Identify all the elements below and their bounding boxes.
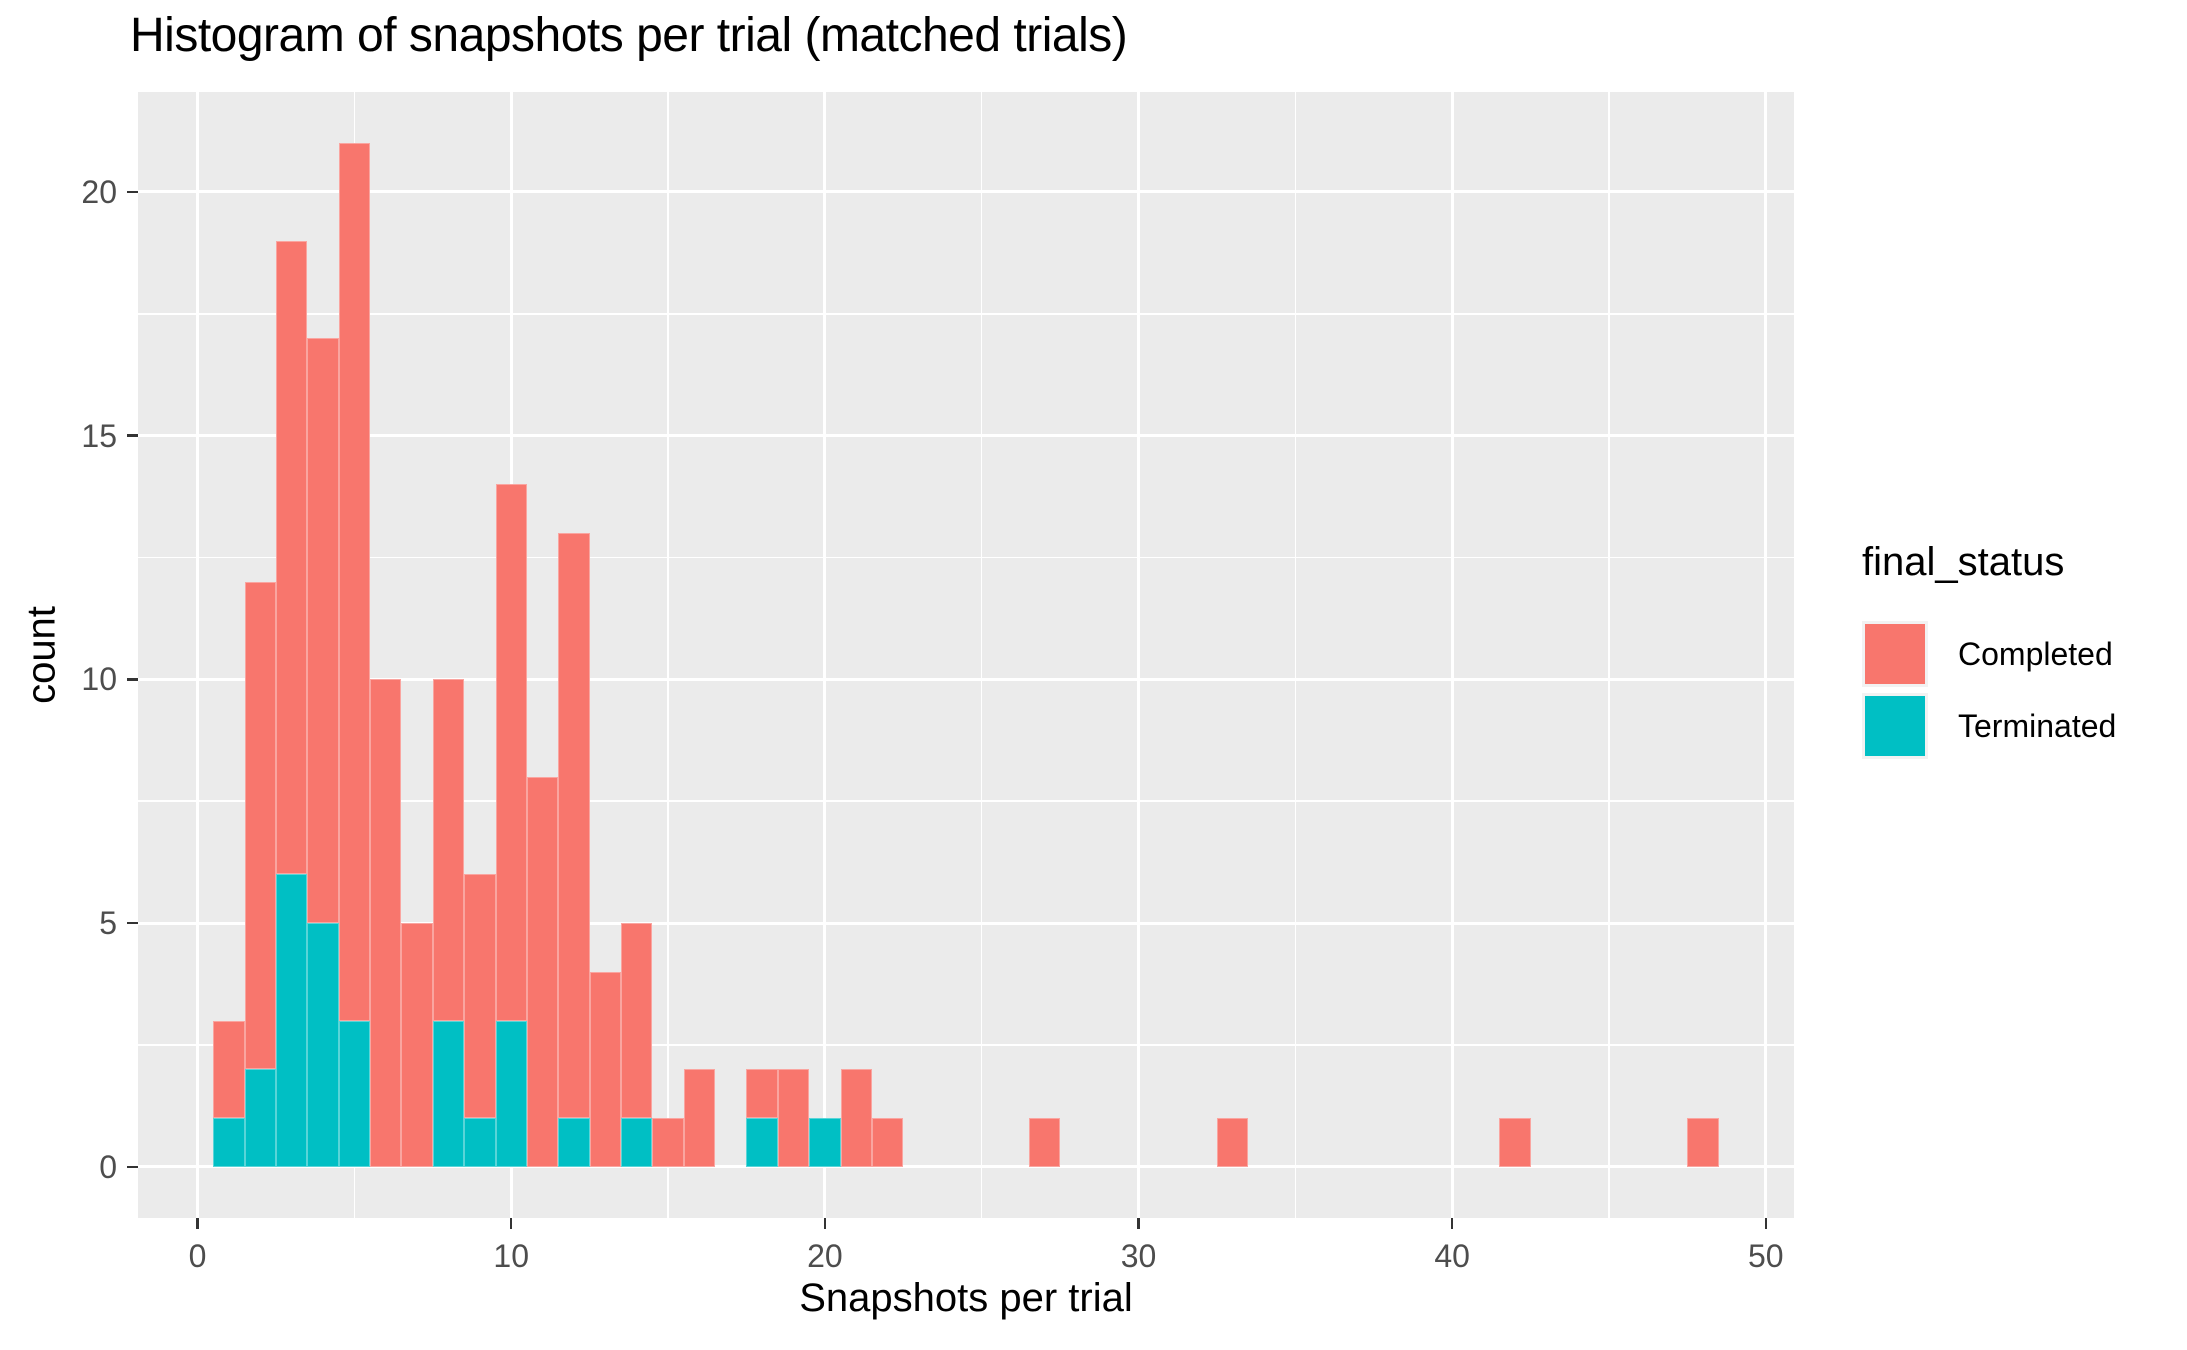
histogram-bar-segment-completed — [777, 1069, 810, 1167]
histogram-bar-segment-completed — [213, 1020, 245, 1119]
histogram-bar-segment-completed — [589, 971, 621, 1167]
legend-key — [1862, 621, 1928, 687]
histogram-bar-segment-terminated — [213, 1118, 245, 1167]
y-tick-mark — [127, 1165, 138, 1169]
legend-item-completed: Completed — [1862, 621, 2162, 687]
legend-item-terminated: Terminated — [1862, 693, 2162, 759]
x-tick-label: 10 — [493, 1238, 530, 1274]
gridline-x-major — [1450, 92, 1454, 1218]
histogram-bar-segment-completed — [244, 581, 276, 1070]
histogram-bar-segment-terminated — [464, 1118, 496, 1167]
histogram-bar-segment-completed — [621, 923, 653, 1119]
y-tick-mark — [127, 678, 138, 681]
legend-key — [1862, 693, 1928, 759]
x-tick-mark — [509, 1218, 513, 1229]
legend-item-label: Completed — [1958, 636, 2113, 672]
y-tick-mark — [127, 190, 138, 194]
y-tick-label: 5 — [99, 905, 117, 942]
y-tick-label: 15 — [81, 417, 117, 454]
x-tick-mark — [1764, 1218, 1768, 1229]
gridline-x-minor — [1294, 92, 1297, 1218]
histogram-bar-segment-completed — [683, 1069, 716, 1167]
histogram-bar-segment-terminated — [338, 1020, 371, 1167]
plot-panel — [138, 92, 1794, 1218]
histogram-bar-segment-completed — [401, 923, 433, 1167]
gridline-x-major — [823, 92, 827, 1218]
y-tick-label: 10 — [81, 661, 117, 698]
gridline-y-major — [138, 677, 1794, 681]
histogram-bar-segment-terminated — [276, 874, 308, 1167]
histogram-bar-segment-completed — [1499, 1118, 1531, 1167]
histogram-bar-segment-terminated — [432, 1020, 465, 1167]
x-tick-label: 20 — [807, 1238, 843, 1274]
y-tick-mark — [127, 434, 138, 437]
histogram-bar-segment-completed — [871, 1118, 904, 1167]
y-tick-label: 0 — [99, 1148, 117, 1185]
legend-item-label: Terminated — [1958, 708, 2117, 744]
gridline-y-minor — [138, 800, 1794, 802]
histogram-bar-segment-completed — [558, 533, 590, 1119]
gridline-y-major — [138, 1165, 1794, 1169]
gridline-y-minor — [138, 1044, 1794, 1046]
gridline-y-minor — [138, 556, 1794, 559]
gridline-x-major — [1137, 92, 1140, 1218]
x-axis-title: Snapshots per trial — [799, 1276, 1133, 1320]
histogram-bar-segment-completed — [338, 143, 371, 1021]
histogram-bar-segment-completed — [464, 874, 496, 1119]
histogram-bar-segment-completed — [652, 1118, 684, 1167]
histogram-bar-segment-completed — [432, 679, 465, 1021]
y-tick-mark — [127, 921, 138, 925]
gridline-x-major — [1764, 92, 1768, 1218]
gridline-x-minor — [667, 92, 669, 1218]
histogram-bar-segment-completed — [495, 484, 527, 1021]
histogram-bar-segment-terminated — [495, 1020, 527, 1167]
x-tick-mark — [823, 1218, 827, 1229]
histogram-bar-segment-completed — [370, 679, 402, 1167]
histogram-bar-segment-completed — [1687, 1118, 1719, 1167]
histogram-bar-segment-terminated — [244, 1069, 276, 1167]
histogram-bar-segment-completed — [526, 776, 559, 1167]
histogram-bar-segment-terminated — [621, 1118, 653, 1167]
x-tick-mark — [1137, 1218, 1140, 1229]
gridline-x-major — [196, 92, 200, 1218]
x-tick-label: 0 — [188, 1238, 207, 1274]
histogram-bar-segment-completed — [840, 1069, 872, 1167]
histogram-bar-segment-completed — [307, 338, 339, 924]
histogram-bar-segment-completed — [1216, 1118, 1249, 1167]
y-axis-title: count — [19, 606, 64, 704]
gridline-x-minor — [1608, 92, 1610, 1218]
x-tick-label: 50 — [1747, 1238, 1784, 1274]
histogram-bar-segment-terminated — [809, 1118, 841, 1167]
legend-title: final_status — [1862, 540, 2065, 584]
histogram-bar-segment-completed — [746, 1069, 778, 1119]
x-tick-mark — [196, 1218, 199, 1229]
x-tick-label: 40 — [1434, 1238, 1470, 1274]
gridline-y-minor — [138, 313, 1794, 315]
gridline-x-minor — [980, 92, 983, 1218]
histogram-bar-segment-terminated — [307, 923, 339, 1167]
y-tick-label: 20 — [81, 173, 117, 210]
gridline-y-major — [138, 434, 1794, 438]
histogram-bar-segment-completed — [276, 240, 308, 875]
x-tick-label: 30 — [1120, 1238, 1157, 1274]
histogram-bar-segment-terminated — [558, 1118, 590, 1167]
gridline-y-major — [138, 921, 1794, 925]
x-tick-mark — [1450, 1218, 1454, 1229]
legend-swatch-completed — [1865, 624, 1925, 684]
gridline-y-major — [138, 190, 1794, 194]
plot-title: Histogram of snapshots per trial (matche… — [130, 9, 1128, 62]
histogram-bar-segment-terminated — [746, 1118, 778, 1167]
histogram-bar-segment-completed — [1028, 1118, 1061, 1167]
legend-swatch-terminated — [1865, 696, 1925, 756]
